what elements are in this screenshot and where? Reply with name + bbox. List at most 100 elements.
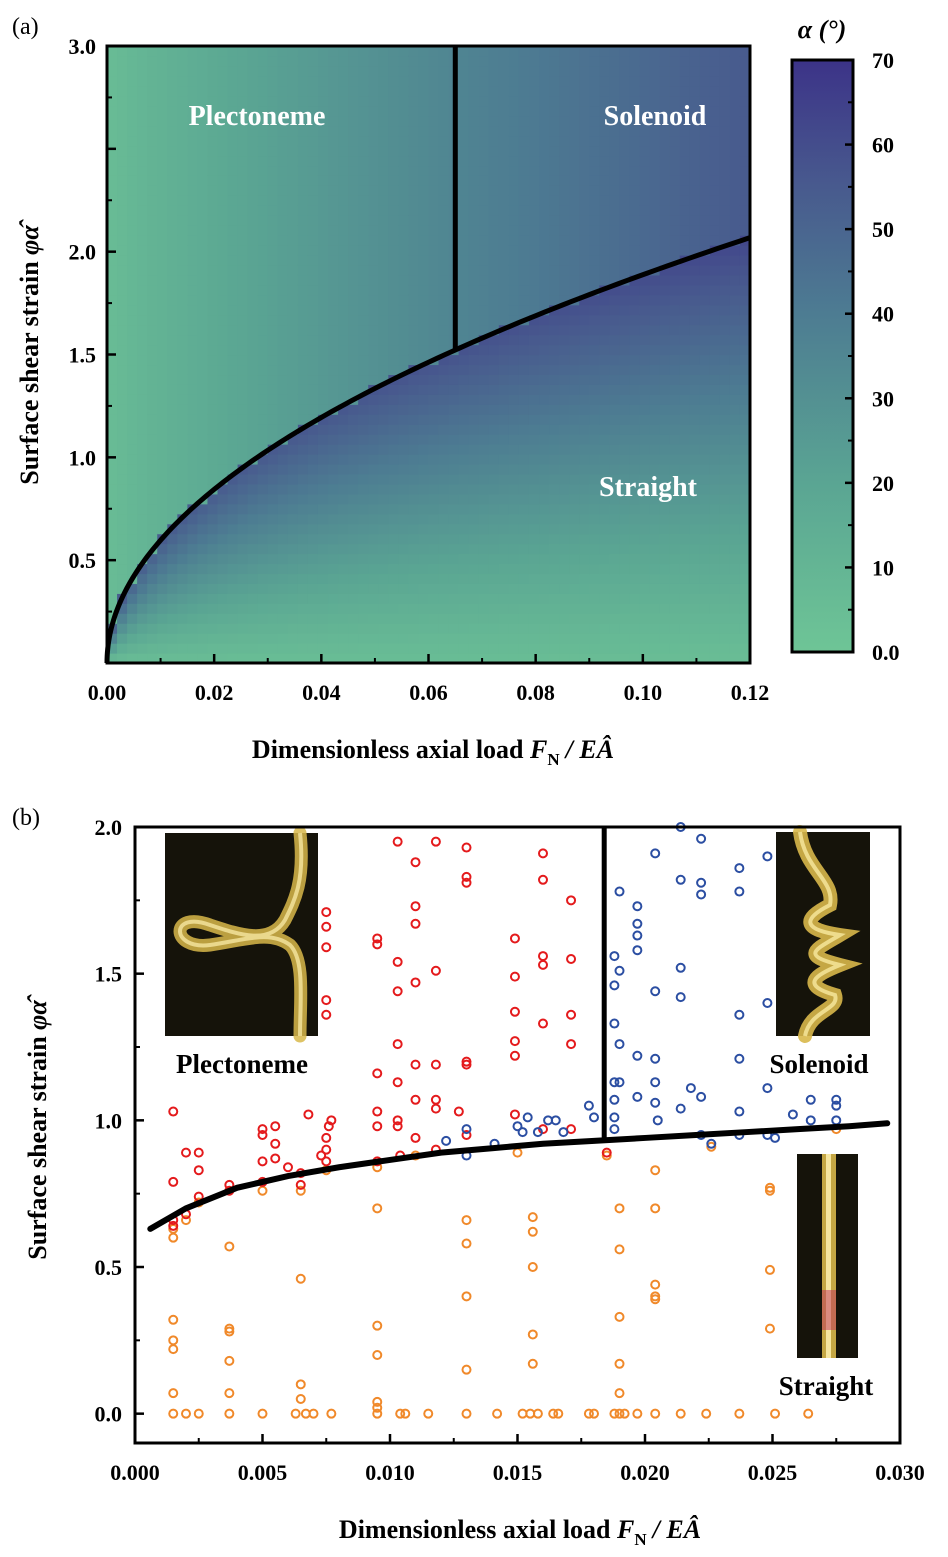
red-data-point	[392, 1115, 403, 1126]
heatmap-cell	[338, 264, 349, 276]
heatmap-cell	[177, 195, 188, 206]
heatmap-cell	[508, 334, 520, 346]
heatmap-cell	[498, 46, 510, 57]
heatmap-cell	[478, 75, 490, 87]
red-data-point	[392, 836, 403, 847]
heatmap-cell	[488, 633, 500, 644]
heatmap-cell	[659, 85, 671, 97]
heatmap-cell	[589, 473, 600, 485]
heatmap-cell	[669, 513, 681, 525]
heatmap-cell	[539, 603, 550, 614]
heatmap-cell	[368, 264, 379, 276]
heatmap-cell	[579, 75, 590, 87]
heatmap-cell	[689, 105, 701, 117]
heatmap-cell	[257, 46, 269, 57]
heatmap-cell	[629, 85, 641, 97]
heatmap-cell	[428, 75, 440, 87]
heatmap-cell	[147, 324, 158, 336]
heatmap-cell	[227, 483, 239, 495]
heatmap-cell	[207, 613, 219, 624]
heatmap-cell	[709, 643, 721, 654]
heatmap-cell	[287, 254, 299, 266]
heatmap-cell	[659, 135, 671, 147]
heatmap-cell	[739, 75, 750, 87]
heatmap-cell	[569, 245, 580, 256]
heatmap-cell	[679, 434, 691, 445]
heatmap-cell	[187, 264, 199, 276]
heatmap-cell	[197, 245, 209, 256]
heatmap-cell	[388, 354, 399, 366]
heatmap-cell	[187, 46, 199, 57]
heatmap-cell	[508, 374, 520, 385]
orange-data-point	[614, 1358, 625, 1369]
heatmap-cell	[378, 215, 389, 226]
heatmap-cell	[559, 145, 570, 157]
heatmap-cell	[297, 444, 309, 455]
heatmap-cell	[579, 95, 590, 107]
heatmap-cell	[729, 95, 741, 107]
heatmap-cell	[589, 543, 600, 555]
heatmap-cell	[307, 225, 319, 236]
heatmap-cell	[428, 284, 440, 296]
heatmap-cell	[187, 354, 199, 366]
heatmap-cell	[609, 195, 620, 206]
heatmap-cell	[418, 125, 430, 137]
heatmap-cell	[297, 613, 309, 624]
heatmap-cell	[649, 394, 661, 405]
heatmap-cell	[358, 344, 369, 356]
heatmap-cell	[297, 593, 309, 604]
heatmap-cell	[358, 125, 369, 137]
heatmap-cell	[378, 643, 389, 654]
heatmap-cell	[307, 374, 319, 385]
heatmap-cell	[458, 573, 470, 584]
heatmap-cell	[207, 245, 219, 256]
heatmap-cell	[267, 235, 279, 246]
heatmap-cell	[528, 205, 540, 216]
heatmap-cell	[287, 264, 299, 276]
heatmap-cell	[619, 603, 631, 614]
blue-data-point	[532, 1127, 543, 1138]
heatmap-cell	[167, 643, 178, 654]
heatmap-cell	[147, 394, 158, 405]
heatmap-cell	[217, 264, 229, 276]
heatmap-cell	[127, 483, 138, 495]
blue-data-point	[696, 833, 707, 844]
heatmap-cell	[368, 175, 379, 186]
heatmap-cell	[328, 543, 339, 555]
heatmap-cell	[368, 633, 379, 644]
heatmap-cell	[438, 384, 450, 395]
heatmap-cell	[338, 414, 349, 425]
heatmap-cell	[599, 254, 610, 266]
heatmap-cell	[408, 543, 420, 555]
heatmap-cell	[719, 513, 731, 525]
heatmap-cell	[107, 165, 118, 176]
heatmap-cell	[287, 364, 299, 376]
heatmap-cell	[117, 384, 128, 395]
heatmap-cell	[629, 195, 641, 206]
heatmap-cell	[167, 245, 178, 256]
heatmap-cell	[328, 633, 339, 644]
heatmap-cell	[679, 573, 691, 584]
heatmap-cell	[217, 473, 229, 485]
heatmap-cell	[679, 503, 691, 515]
heatmap-cell	[428, 304, 440, 316]
heatmap-cell	[358, 513, 369, 525]
heatmap-cell	[569, 384, 580, 395]
heatmap-cell	[307, 205, 319, 216]
heatmap-cell	[579, 304, 590, 316]
heatmap-cell	[478, 145, 490, 157]
heatmap-cell	[709, 254, 721, 266]
heatmap-cell	[287, 583, 299, 594]
heatmap-cell	[569, 115, 580, 127]
heatmap-cell	[649, 424, 661, 435]
heatmap-cell	[307, 95, 319, 107]
heatmap-cell	[267, 46, 279, 57]
heatmap-cell	[428, 175, 440, 186]
heatmap-cell	[719, 354, 731, 366]
heatmap-cell	[117, 95, 128, 107]
heatmap-cell	[518, 254, 530, 266]
heatmap-cell	[137, 643, 148, 654]
heatmap-cell	[739, 195, 750, 206]
heatmap-cell	[569, 324, 580, 336]
heatmap-cell	[458, 284, 470, 296]
